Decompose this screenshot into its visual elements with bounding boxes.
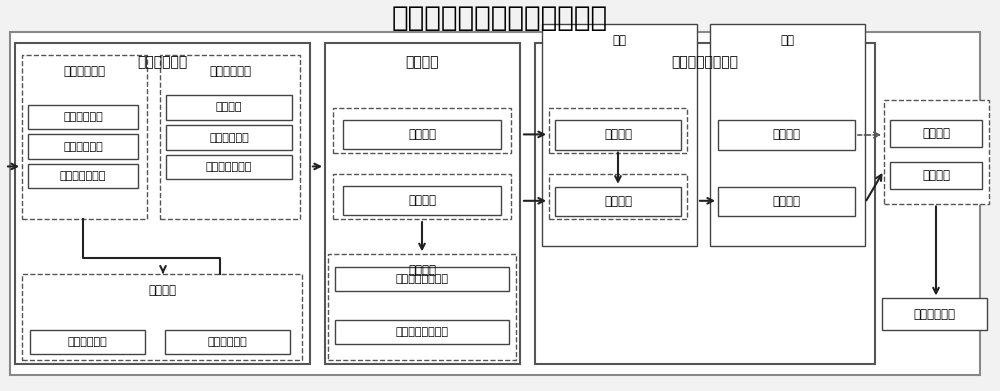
Text: 效率、延误、均衡: 效率、延误、均衡 (396, 274, 449, 284)
Bar (343, 186, 501, 215)
Text: 路网静态信息: 路网静态信息 (209, 65, 251, 78)
Text: 控制模型: 控制模型 (772, 195, 800, 208)
Bar (555, 120, 681, 150)
Text: 仿真系统: 仿真系统 (148, 283, 176, 297)
Text: 信号智能控制模块: 信号智能控制模块 (672, 55, 739, 69)
Text: 仿真环境: 仿真环境 (406, 55, 439, 69)
Bar (166, 155, 292, 179)
Text: 数据采集单元: 数据采集单元 (63, 112, 103, 122)
Text: 信号控制设备: 信号控制设备 (914, 308, 956, 321)
Text: 控制方案: 控制方案 (922, 127, 950, 140)
Bar (22, 55, 147, 219)
Bar (28, 164, 138, 188)
Text: 路口控制: 路口控制 (604, 195, 632, 208)
Bar (333, 174, 511, 219)
Text: 仿真参数校验: 仿真参数校验 (68, 337, 107, 347)
Text: 控制策略: 控制策略 (922, 169, 950, 182)
Text: 仿真模型搭建: 仿真模型搭建 (208, 337, 247, 347)
Bar (166, 95, 292, 120)
Bar (30, 330, 145, 354)
Bar (333, 108, 511, 153)
Bar (15, 43, 310, 364)
Text: 能耗：燃油、排放: 能耗：燃油、排放 (396, 327, 449, 337)
Text: 城市级智能交通信号控制系统: 城市级智能交通信号控制系统 (392, 4, 608, 32)
Bar (884, 100, 989, 204)
Text: 数据存储单元: 数据存储单元 (63, 142, 103, 152)
Text: 评价指标: 评价指标 (408, 264, 436, 277)
Bar (22, 274, 302, 360)
Bar (166, 126, 292, 150)
Text: 历史数据单元: 历史数据单元 (63, 65, 105, 78)
Bar (549, 108, 687, 153)
Text: 路网信息: 路网信息 (216, 102, 242, 113)
Bar (160, 55, 300, 219)
Bar (882, 298, 987, 330)
Text: 数据预处理单元: 数据预处理单元 (60, 171, 106, 181)
Text: 路口环境: 路口环境 (408, 194, 436, 207)
Bar (549, 174, 687, 219)
Bar (718, 187, 855, 216)
Bar (890, 120, 982, 147)
Text: 信号配置方案: 信号配置方案 (209, 133, 249, 143)
Bar (335, 320, 509, 344)
Text: 离线: 离线 (612, 34, 626, 47)
Bar (343, 120, 501, 149)
Bar (890, 162, 982, 189)
Text: 速度、限速数据: 速度、限速数据 (206, 162, 252, 172)
Bar (328, 254, 516, 360)
Bar (542, 24, 697, 246)
Bar (28, 135, 138, 159)
Text: 区域环境: 区域环境 (408, 128, 436, 141)
Text: 在线: 在线 (780, 34, 794, 47)
Text: 区域控制: 区域控制 (604, 129, 632, 142)
Bar (710, 24, 865, 246)
Text: 模型迭代: 模型迭代 (772, 129, 800, 142)
Bar (718, 120, 855, 150)
Bar (555, 187, 681, 216)
Bar (335, 267, 509, 291)
Bar (325, 43, 520, 364)
Bar (28, 105, 138, 129)
Bar (535, 43, 875, 364)
Text: 仿真平台搭建: 仿真平台搭建 (137, 55, 188, 69)
Bar (10, 32, 980, 375)
Bar (165, 330, 290, 354)
